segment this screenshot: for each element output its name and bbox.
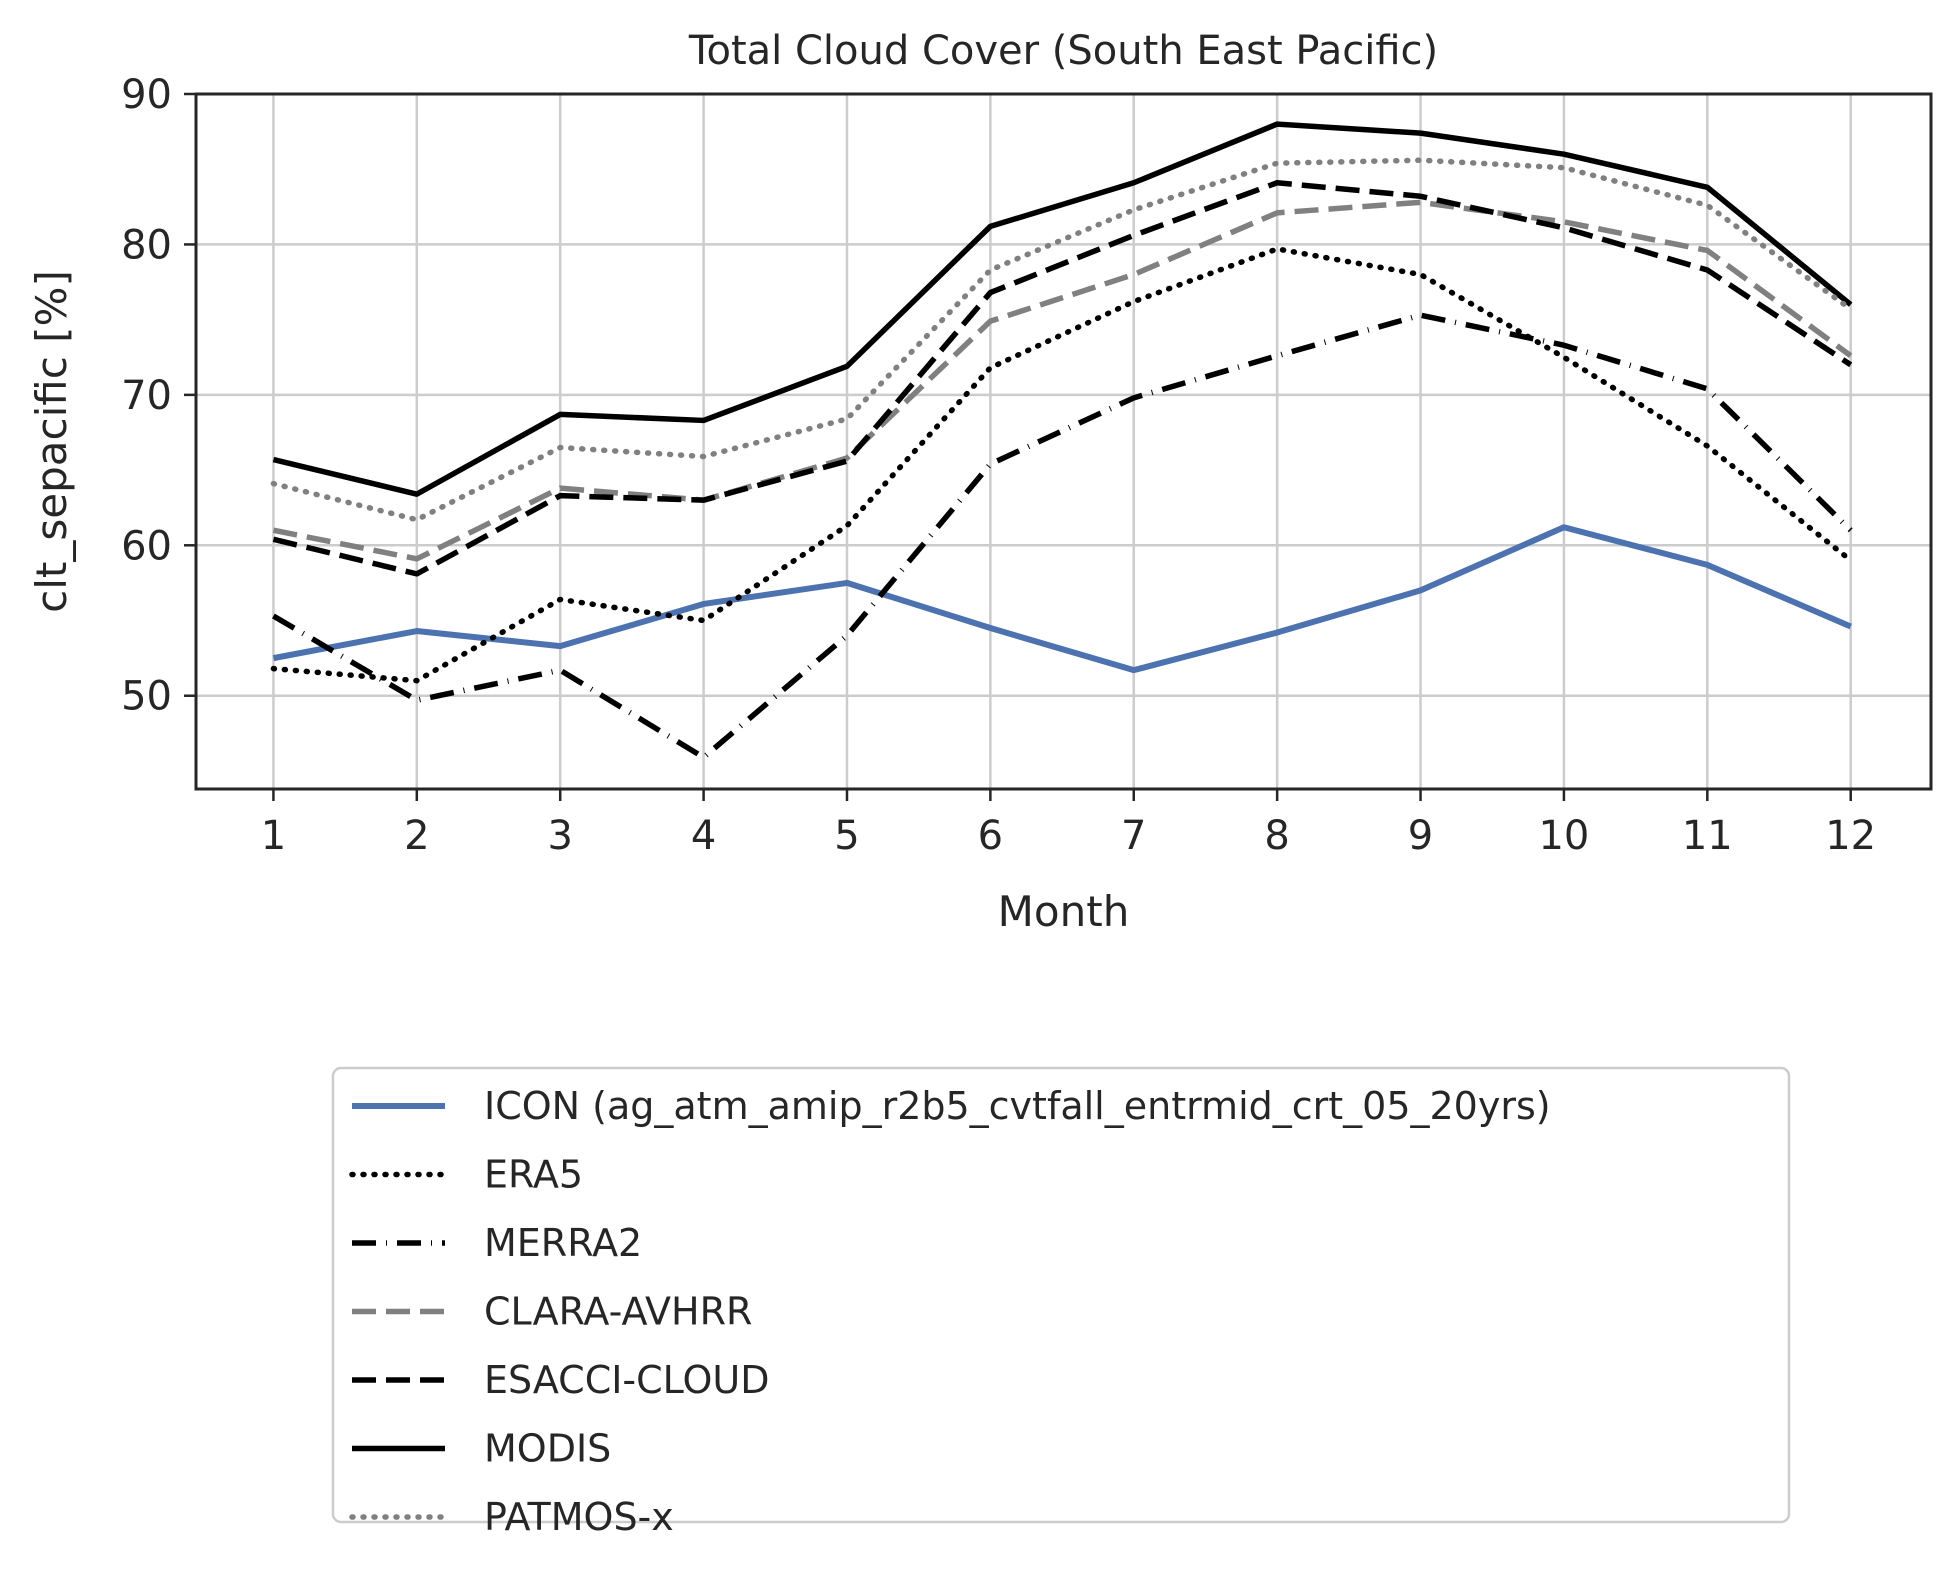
- grid: [196, 92, 1931, 789]
- legend: ICON (ag_atm_amip_r2b5_cvtfall_entrmid_c…: [331, 1066, 1791, 1539]
- legend-label: ERA5: [484, 1153, 583, 1197]
- x-tick-label: 2: [404, 813, 429, 859]
- legend-frame: [331, 1066, 1791, 1524]
- series-line-merra2: [272, 312, 1853, 761]
- legend-label: MERRA2: [484, 1221, 642, 1265]
- x-tick-label: 1: [261, 813, 286, 859]
- y-tick-label: 60: [121, 523, 172, 569]
- x-tick-label: 12: [1825, 813, 1876, 859]
- x-tick-label: 3: [547, 813, 572, 859]
- y-tick-label: 50: [121, 674, 172, 720]
- legend-label: ICON (ag_atm_amip_r2b5_cvtfall_entrmid_c…: [484, 1084, 1551, 1128]
- y-tick-label: 80: [121, 222, 172, 268]
- x-tick-label: 7: [1121, 813, 1146, 859]
- x-tick-label: 10: [1538, 813, 1589, 859]
- series-lines: [270, 121, 1854, 761]
- x-tick-label: 8: [1264, 813, 1289, 859]
- x-tick-label: 11: [1682, 813, 1733, 859]
- series-line-esacci-cloud: [272, 180, 1853, 577]
- plot-frame: [194, 92, 1933, 791]
- y-axis-label: clt_sepacific [%]: [27, 270, 76, 613]
- legend-label: CLARA-AVHRR: [484, 1290, 752, 1334]
- series-line-modis: [272, 121, 1853, 497]
- x-tick-label: 5: [834, 813, 859, 859]
- legend-label: ESACCI-CLOUD: [484, 1358, 769, 1402]
- y-tick-label: 90: [121, 72, 172, 118]
- x-tick-label: 9: [1408, 813, 1433, 859]
- y-tick-label: 70: [121, 373, 172, 419]
- legend-label: MODIS: [484, 1427, 611, 1471]
- chart-title: Total Cloud Cover (South East Pacific): [688, 28, 1438, 74]
- x-axis-label: Month: [998, 887, 1130, 936]
- legend-label: PATMOS-x: [484, 1495, 674, 1539]
- x-tick-label: 4: [691, 813, 716, 859]
- series-line-icon-ag-atm-amip-r2b5-cvtfall-entrmid-crt-05-20yrs: [272, 524, 1852, 674]
- series-line-clara-avhrr: [272, 199, 1853, 562]
- x-tick-label: 6: [978, 813, 1003, 859]
